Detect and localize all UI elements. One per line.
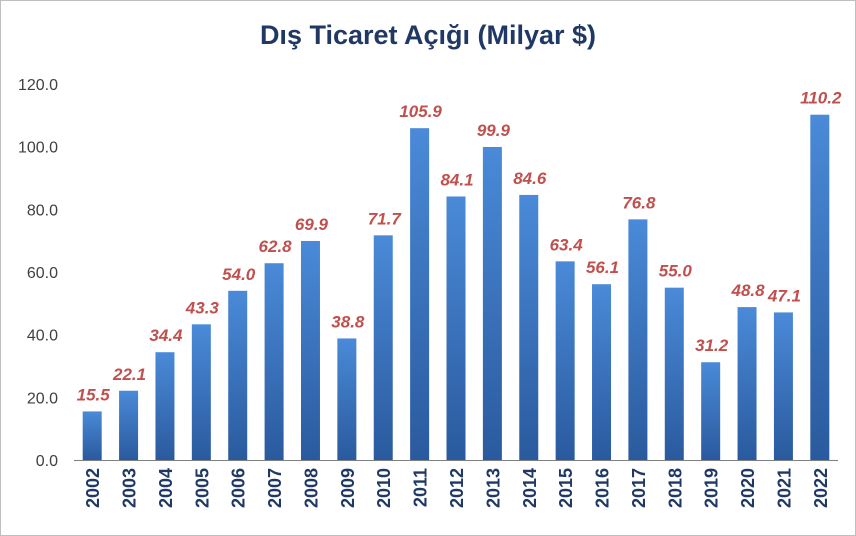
- bar-2017: [628, 219, 648, 460]
- bar-2012: [446, 196, 466, 460]
- x-tick-label: 2008: [301, 468, 321, 508]
- data-label-2019: 31.2: [695, 336, 729, 355]
- data-label-2007: 62.8: [259, 237, 293, 256]
- x-tick-label: 2016: [593, 468, 613, 508]
- chart-title: Dış Ticaret Açığı (Milyar $): [259, 20, 597, 50]
- x-tick-label: 2009: [338, 468, 358, 508]
- x-tick-label: 2013: [483, 468, 503, 508]
- data-label-2010: 71.7: [368, 209, 403, 228]
- x-tick-label: 2021: [774, 468, 794, 508]
- bar-2005: [191, 324, 211, 460]
- data-label-2009: 38.8: [331, 312, 365, 331]
- x-tick-label: 2004: [156, 468, 176, 508]
- data-label-2014: 84.6: [513, 169, 547, 188]
- bar-2019: [701, 362, 721, 460]
- data-label-2020: 48.8: [731, 281, 766, 300]
- x-tick-label: 2020: [738, 468, 758, 508]
- data-label-2021: 47.1: [767, 286, 801, 305]
- bars: [82, 114, 830, 461]
- x-tick-label: 2010: [374, 468, 394, 508]
- bar-2013: [482, 146, 502, 461]
- data-label-2015: 63.4: [550, 235, 584, 254]
- data-label-2018: 55.0: [659, 262, 693, 281]
- bar-2006: [228, 290, 248, 460]
- y-tick-label: 20.0: [27, 390, 58, 407]
- x-tick-label: 2007: [265, 468, 285, 508]
- bar-2020: [737, 307, 757, 460]
- y-tick-label: 100.0: [18, 140, 58, 157]
- data-label-2022: 110.2: [800, 89, 842, 108]
- bar-2022: [810, 114, 830, 460]
- bar-2021: [773, 312, 793, 460]
- data-label-2002: 15.5: [77, 385, 111, 404]
- x-tick-label: 2017: [629, 468, 649, 508]
- data-label-2008: 69.9: [295, 215, 329, 234]
- data-label-2011: 105.9: [399, 102, 442, 121]
- data-label-2003: 22.1: [112, 365, 146, 384]
- bar-2008: [300, 240, 320, 460]
- data-label-2005: 43.3: [185, 298, 220, 317]
- x-tick-label: 2011: [411, 468, 431, 507]
- bar-2009: [337, 338, 357, 460]
- x-tick-label: 2014: [520, 468, 540, 508]
- x-tick-label: 2003: [120, 468, 140, 508]
- data-labels: 15.522.1 34.443.354.062.869.9 38.8 71.7 105.…: [77, 89, 842, 405]
- y-tick-label: 0.0: [36, 453, 58, 470]
- y-tick-label: 40.0: [27, 328, 58, 345]
- bar-2007: [264, 263, 284, 460]
- bar-2014: [519, 194, 539, 461]
- bar-2004: [155, 352, 175, 460]
- y-tick-label: 60.0: [27, 265, 58, 282]
- bar-2011: [410, 128, 430, 460]
- x-tick-label: 2015: [556, 468, 576, 508]
- bar-2002: [82, 411, 102, 460]
- x-axis: 2002 2003 2004 2005 2006 2007 2008 2009 2010 2011…: [74, 460, 838, 508]
- x-tick-label: 2005: [192, 468, 212, 508]
- y-tick-label: 80.0: [27, 202, 58, 219]
- y-tick-label: 120.0: [18, 77, 58, 94]
- data-label-2013: 99.9: [477, 121, 511, 140]
- bar-2016: [592, 284, 612, 460]
- x-tick-label: 2019: [702, 468, 722, 508]
- bar-2010: [373, 235, 393, 460]
- bar-2018: [664, 287, 684, 460]
- data-label-2006: 54.0: [222, 265, 256, 284]
- x-tick-label: 2002: [83, 468, 103, 508]
- x-tick-label: 2022: [811, 468, 831, 508]
- data-label-2017: 76.8: [622, 193, 656, 212]
- data-label-2012: 84.1: [440, 170, 473, 189]
- bar-2015: [555, 261, 575, 460]
- x-tick-label: 2012: [447, 468, 467, 508]
- y-axis: 0.0 20.0 40.0 60.0 80.0 100.0 120.0: [18, 77, 58, 470]
- data-label-2016: 56.1: [586, 258, 619, 277]
- bar-2003: [119, 390, 139, 460]
- x-tick-label: 2006: [229, 468, 249, 508]
- data-label-2004: 34.4: [149, 326, 183, 345]
- x-tick-label: 2018: [665, 468, 685, 508]
